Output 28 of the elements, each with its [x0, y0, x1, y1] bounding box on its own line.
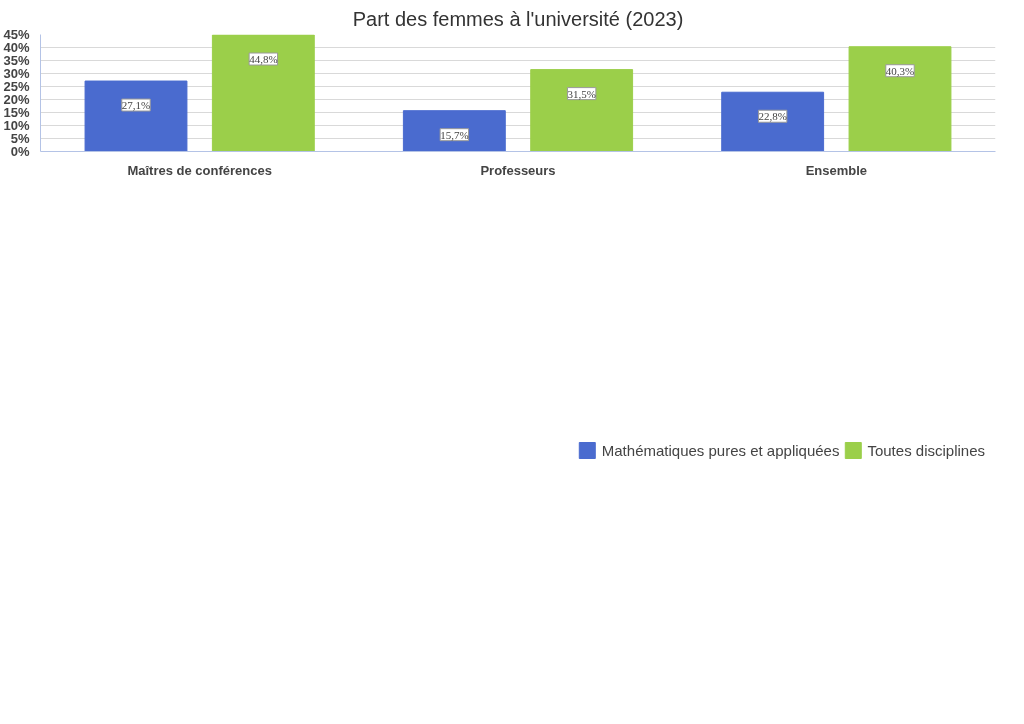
y-tick-label: 15%: [3, 105, 30, 120]
legend-label: Toutes disciplines: [867, 441, 985, 459]
data-label: 15,7%: [440, 128, 469, 141]
y-tick-label: 45%: [3, 27, 30, 42]
legend-label: Mathématiques pures et appliquées: [601, 441, 840, 459]
chart-title: Part des femmes à l'université (2023): [352, 7, 684, 30]
data-label: 27,1%: [121, 99, 151, 112]
y-tick-label: 20%: [3, 92, 30, 107]
y-tick-label: 0%: [10, 144, 30, 159]
x-tick-label: Maîtres de conférences: [127, 162, 272, 178]
data-label: 44,8%: [249, 53, 278, 66]
y-tick-label: 25%: [3, 79, 30, 94]
data-label: 40,3%: [885, 64, 915, 77]
bar: [530, 69, 634, 152]
bar: [848, 46, 952, 152]
bar: [721, 91, 825, 152]
y-tick-label: 10%: [3, 118, 30, 133]
y-tick-label: 40%: [3, 40, 30, 55]
bar: [211, 34, 315, 152]
bar: [84, 80, 188, 152]
data-label: 31,5%: [567, 87, 596, 100]
x-tick-label: Ensemble: [805, 162, 868, 178]
y-tick-label: 35%: [3, 53, 30, 68]
y-tick-label: 30%: [3, 66, 30, 81]
y-tick-label: 5%: [10, 131, 30, 146]
x-tick-label: Professeurs: [480, 162, 556, 178]
bar: [402, 110, 506, 152]
data-label: 22,8%: [758, 110, 787, 123]
